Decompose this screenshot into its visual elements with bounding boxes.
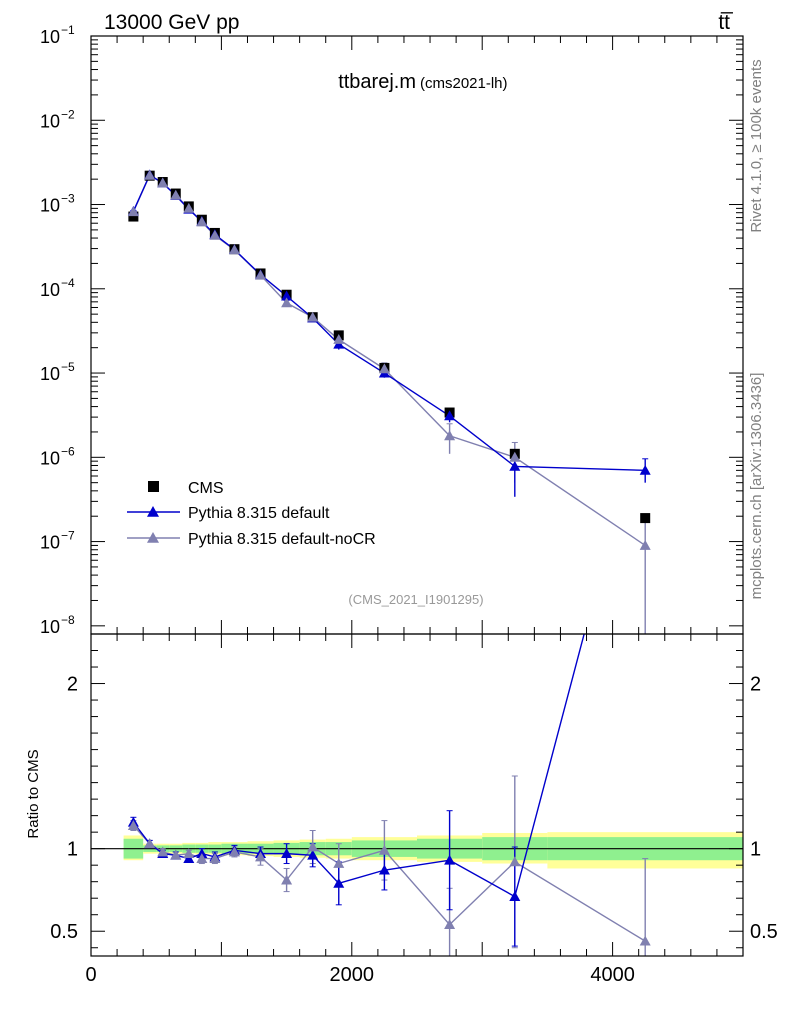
legend-label-default: Pythia 8.315 default — [188, 505, 330, 522]
ratio-marker-noCR — [196, 853, 208, 863]
ratio-marker-noCR — [228, 846, 240, 857]
side-label-rivet: Rivet 4.1.0, ≥ 100k events — [748, 59, 765, 232]
ratio-marker-noCR — [639, 935, 651, 946]
ratio-marker-noCR — [170, 849, 182, 860]
marker-noCR — [307, 311, 319, 322]
ratio-marker-default — [378, 864, 390, 875]
marker-noCR — [209, 229, 221, 240]
y-tick-exponent: −7 — [61, 529, 75, 543]
y-tick-exponent: −2 — [61, 107, 75, 121]
marker-noCR — [333, 334, 345, 344]
legend-label-nocr: Pythia 8.315 default-noCR — [188, 531, 376, 548]
x-tick-label: 2000 — [330, 964, 375, 986]
y-tick-label: 10 — [40, 617, 60, 637]
ratio-marker-noCR — [157, 846, 169, 857]
ratio-marker-default — [509, 891, 521, 901]
ratio-marker-default — [444, 854, 456, 865]
marker-noCR — [639, 539, 651, 550]
ratio-y-tick-label-left: 1 — [67, 839, 78, 861]
ratio-marker-noCR — [444, 919, 456, 930]
marker-noCR — [157, 177, 169, 188]
ratio-marker-noCR — [333, 858, 345, 868]
chart-subtitle: (cms2021-lh) — [420, 75, 508, 92]
y-tick-exponent: −8 — [61, 613, 75, 627]
series-line-default — [132, 173, 646, 472]
y-tick-label: 10 — [40, 280, 60, 300]
ratio-marker-noCR — [255, 851, 267, 862]
marker-noCR — [444, 430, 456, 441]
y-tick-label: 10 — [40, 111, 60, 131]
ratio-y-tick-label-right: 1 — [750, 839, 761, 861]
ratio-marker-default — [196, 848, 208, 859]
ratio-frame — [90, 633, 744, 957]
x-tick-label: 4000 — [590, 964, 635, 986]
ratio-line-noCR — [132, 825, 646, 942]
ratio-marker-noCR — [509, 856, 521, 867]
main-axis-ticks: 10−110−210−310−410−510−610−710−8 — [40, 23, 744, 637]
ratio-plot-panel: 0.5 0.5 1 1 2 2 0 2000 4000 — [50, 397, 778, 986]
ratio-y-tick-label-left: 2 — [67, 674, 78, 696]
ratio-marker-default — [307, 849, 319, 860]
marker-noCR — [144, 169, 156, 180]
marker-noCR — [509, 451, 521, 462]
marker-noCR — [127, 206, 139, 217]
energy-label: 13000 GeV pp — [104, 11, 239, 34]
marker-default — [509, 460, 521, 471]
marker-noCR — [183, 202, 195, 213]
y-tick-exponent: −1 — [61, 23, 75, 37]
y-tick-label: 10 — [40, 364, 60, 384]
ratio-y-axis-label: Ratio to CMS — [25, 749, 42, 838]
ratio-marker-noCR — [209, 853, 221, 863]
process-label: tt̅ — [718, 11, 734, 34]
ratio-marker-default — [281, 848, 293, 859]
marker-noCR — [228, 244, 240, 255]
marker-noCR — [255, 269, 267, 280]
marker-noCR — [281, 297, 293, 308]
y-tick-exponent: −4 — [61, 276, 75, 290]
marker-noCR — [196, 216, 208, 227]
ratio-marker-default — [333, 877, 345, 888]
legend-marker-cms — [148, 481, 159, 492]
y-tick-label: 10 — [40, 27, 60, 47]
ratio-y-tick-label-right: 2 — [750, 674, 761, 696]
ratio-marker-noCR — [307, 841, 319, 852]
ratio-marker-default — [640, 397, 651, 407]
ratio-marker-noCR — [183, 848, 195, 859]
marker-default — [444, 410, 456, 421]
marker-default — [281, 290, 293, 301]
legend-marker-nocr — [147, 532, 159, 543]
ratio-y-tick-label-right: 0.5 — [750, 921, 778, 943]
x-tick-label: 0 — [85, 964, 96, 986]
ratio-data-layer — [127, 397, 651, 956]
ratio-marker-default — [183, 853, 195, 863]
y-tick-label: 10 — [40, 196, 60, 216]
ratio-marker-noCR — [378, 844, 390, 855]
y-tick-label: 10 — [40, 533, 60, 553]
y-tick-exponent: −3 — [61, 192, 75, 206]
ratio-marker-noCR — [281, 874, 293, 885]
chart-title: ttbarej.m — [338, 71, 416, 93]
y-tick-exponent: −5 — [61, 360, 75, 374]
legend-marker-default — [147, 506, 159, 517]
ratio-line-default — [132, 634, 585, 898]
marker-noCR — [170, 189, 182, 200]
marker-noCR — [378, 363, 390, 374]
ratio-marker-noCR — [144, 838, 156, 849]
main-data-layer — [127, 169, 651, 634]
ratio-axis-ticks: 0.5 0.5 1 1 2 2 0 2000 4000 — [50, 633, 778, 986]
side-label-mcplots: mcplots.cern.ch [arXiv:1306.3436] — [748, 373, 765, 600]
y-tick-exponent: −6 — [61, 444, 75, 458]
legend-label-cms: CMS — [188, 480, 224, 497]
cms-data-point — [640, 513, 651, 524]
y-tick-label: 10 — [40, 448, 60, 468]
cms-data-point — [128, 211, 139, 222]
analysis-id: (CMS_2021_I1901295) — [348, 592, 483, 607]
marker-default — [639, 464, 651, 475]
main-plot-panel: 10−110−210−310−410−510−610−710−8 CMSPyth… — [40, 23, 744, 637]
legend: CMS Pythia 8.315 default Pythia 8.315 defa… — [127, 480, 376, 548]
ratio-marker-noCR — [127, 820, 139, 830]
ratio-y-tick-label-left: 0.5 — [50, 921, 78, 943]
